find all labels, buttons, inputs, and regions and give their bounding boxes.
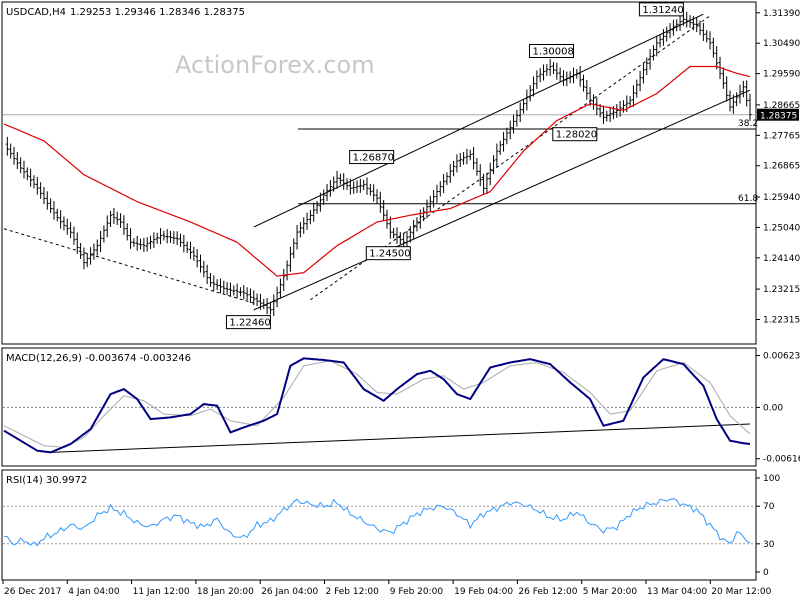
rsi-tick-label: 0 [763, 568, 769, 578]
current-price-box [757, 108, 799, 121]
trend-line [253, 13, 704, 228]
x-tick-label: 9 Feb 20:00 [390, 587, 444, 597]
price-tick-label: 1.25940 [763, 193, 800, 203]
rsi-tick-label: 100 [763, 474, 780, 484]
x-tick-label: 18 Jan 20:00 [197, 587, 254, 597]
price-annotation-label: 1.28020 [556, 130, 597, 141]
x-tick-label: 26 Jan 04:00 [261, 587, 318, 597]
price-tick-label: 1.29590 [763, 70, 800, 80]
x-tick-label: 11 Jan 12:00 [133, 587, 190, 597]
rsi-tick-label: 30 [763, 540, 775, 550]
watermark: ActionForex.com [175, 51, 375, 79]
rsi-panel-title: RSI(14) 30.9972 [6, 475, 87, 486]
price-annotation-box [552, 127, 598, 142]
macd-tick-label: -0.006163 [763, 455, 800, 465]
trend-line [310, 15, 711, 301]
x-axis: 26 Dec 2017 4 Jan 04:00 11 Jan 12:00 18 Jan… [2, 580, 772, 597]
price-annotation-label: 1.26870 [353, 153, 394, 164]
macd-tick-label: 0.00 [763, 403, 783, 413]
price-annotation-box [365, 246, 411, 261]
x-tick-label: 4 Jan 04:00 [68, 587, 120, 597]
macd-series-group: 0.006232 0.00 -0.006163 [3, 352, 800, 465]
price-annotation-box [528, 43, 574, 58]
x-tick-label: 5 Mar 20:00 [583, 587, 638, 597]
x-tick-label: 26 Dec 2017 [4, 587, 62, 597]
price-annotation-label: 1.22460 [229, 318, 270, 329]
price-ohlc-readout: 1.29253 1.29346 1.28346 1.28375 [70, 7, 245, 18]
price-tick-label: 1.22315 [763, 316, 800, 326]
macd-tick-label: 0.006232 [763, 352, 800, 362]
x-tick-label: 20 Mar 12:00 [711, 587, 771, 597]
macd-trend-line [50, 423, 751, 453]
price-tick-label: 1.26865 [763, 162, 800, 172]
price-annotation-label: 1.30008 [532, 46, 573, 57]
price-annotation-label: 1.24500 [369, 249, 410, 260]
rsi-series-group: 100 70 30 0 [3, 474, 780, 578]
price-annotation-box [225, 315, 271, 330]
price-tick-label: 1.30490 [763, 39, 800, 49]
rsi-tick-label: 70 [763, 502, 775, 512]
price-annotation-label: 1.31240 [642, 5, 683, 16]
moving-average-line [3, 65, 751, 277]
current-price-label: 1.28375 [760, 112, 797, 122]
price-tick-label: 1.31390 [763, 9, 800, 19]
macd-signal-line [3, 360, 751, 448]
x-tick-label: 13 Mar 04:00 [647, 587, 707, 597]
price-tick-label: 1.25040 [763, 223, 800, 233]
fib-level-label: 61.8 [738, 194, 758, 204]
price-panel-frame [1, 1, 757, 345]
price-panel-title: USDCAD,H4 [6, 7, 66, 18]
trend-line [3, 228, 254, 304]
price-annotation-box [349, 150, 395, 165]
rsi-line [3, 498, 751, 547]
price-tick-label: 1.28665 [763, 101, 800, 111]
x-tick-label: 19 Feb 04:00 [454, 587, 513, 597]
price-series-group: 1.31390 1.30490 1.29590 1.28665 1.27765 1.268… [3, 2, 800, 330]
price-tick-label: 1.23215 [763, 285, 800, 295]
x-tick-label: 2 Feb 12:00 [326, 587, 380, 597]
price-tick-label: 1.24140 [763, 254, 800, 264]
macd-line [3, 357, 751, 454]
price-tick-label: 1.27765 [763, 131, 800, 141]
rsi-panel-frame [1, 469, 757, 581]
x-tick-label: 26 Feb 12:00 [518, 587, 577, 597]
macd-panel-title: MACD(12,26,9) -0.003674 -0.003246 [6, 353, 191, 364]
fib-level-label: 38.2 [738, 119, 758, 129]
price-annotation-box [638, 2, 684, 17]
trend-line [253, 89, 751, 311]
